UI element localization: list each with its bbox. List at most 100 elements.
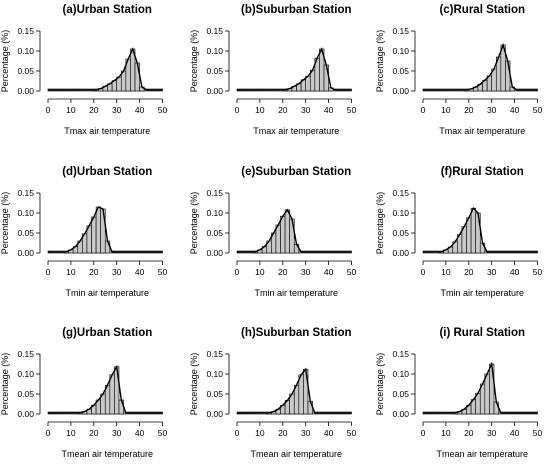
x-tick-label: 40	[510, 428, 520, 438]
y-tick-label: 0.15	[392, 188, 409, 198]
y-tick-label: 0.05	[392, 389, 409, 399]
x-tick-label: 0	[421, 105, 426, 115]
x-tick-label: 0	[235, 105, 240, 115]
y-tick-label: 0.05	[206, 228, 223, 238]
y-tick-label: 0.15	[17, 188, 34, 198]
x-tick-label: 30	[487, 267, 497, 277]
y-tick-label: 0.10	[206, 369, 223, 379]
x-axis-label: Tmax air temperature	[64, 126, 150, 136]
x-tick-label: 30	[487, 428, 497, 438]
histogram-bar	[466, 217, 472, 254]
y-tick-label: 0.05	[206, 389, 223, 399]
chart-panel-6: (f)Rural Station 0.00 0.05 0.10 0.15 Percenta…	[375, 166, 542, 298]
chart-title: (d)Urban Station	[62, 166, 152, 178]
x-tick-label: 0	[46, 267, 51, 277]
histogram-bar	[323, 64, 329, 92]
x-tick-label: 20	[278, 428, 288, 438]
y-axis-label: Percentage (%)	[0, 30, 10, 93]
x-axis-label: Tmean air temperature	[250, 449, 342, 459]
x-axis-label: Tmin air temperature	[254, 288, 338, 298]
density-curve	[236, 208, 352, 253]
y-tick-label: 0.00	[392, 86, 409, 96]
x-tick-label: 40	[510, 267, 520, 277]
y-tick-label: 0.10	[206, 208, 223, 218]
histogram-bar	[109, 374, 115, 415]
x-tick-label: 10	[66, 105, 76, 115]
chart-title: (f)Rural Station	[441, 166, 524, 178]
histogram-bar	[470, 207, 476, 254]
y-axis-label: Percentage (%)	[189, 353, 199, 416]
x-tick-label: 10	[255, 105, 265, 115]
chart-title: (b)Suburban Station	[241, 4, 352, 16]
y-tick-label: 0.10	[392, 46, 409, 56]
y-tick-label: 0.10	[392, 208, 409, 218]
y-axis-label: Percentage (%)	[0, 192, 10, 255]
histogram-bar	[275, 224, 281, 254]
y-tick-label: 0.00	[392, 248, 409, 258]
x-tick-label: 30	[301, 428, 311, 438]
y-tick-label: 0.00	[206, 86, 223, 96]
x-tick-label: 20	[464, 428, 474, 438]
chart-panel-5: (e)Suburban Station 0.00 0.05 0.10 0.15 Perce…	[189, 166, 356, 298]
x-axis-label: Tmin air temperature	[440, 288, 524, 298]
chart-panel-8: (h)Suburban Station 0.00 0.05 0.10 0.15 Perce…	[189, 327, 356, 459]
y-axis-label: Percentage (%)	[0, 353, 10, 416]
x-tick-label: 30	[487, 105, 497, 115]
histogram-bar	[307, 400, 313, 415]
histogram-bar	[134, 62, 140, 92]
x-tick-label: 50	[533, 267, 543, 277]
density-curve	[422, 206, 538, 253]
density-curve	[422, 361, 538, 414]
x-tick-label: 40	[324, 105, 334, 115]
y-tick-label: 0.00	[206, 248, 223, 258]
y-tick-label: 0.15	[206, 188, 223, 198]
chart-title: (i) Rural Station	[439, 327, 525, 339]
x-tick-label: 0	[235, 428, 240, 438]
chart-title: (a)Urban Station	[63, 4, 152, 16]
chart-title: (g)Urban Station	[62, 327, 152, 339]
x-tick-label: 10	[441, 267, 451, 277]
histogram-bar	[305, 75, 311, 92]
x-tick-label: 30	[112, 428, 122, 438]
x-tick-label: 10	[66, 428, 76, 438]
x-tick-label: 0	[421, 428, 426, 438]
y-tick-label: 0.10	[17, 46, 34, 56]
y-tick-label: 0.05	[206, 66, 223, 76]
density-curve	[422, 42, 538, 91]
x-axis-label: Tmean air temperature	[61, 449, 153, 459]
y-axis-label: Percentage (%)	[375, 30, 385, 93]
histogram-bar	[284, 209, 290, 254]
density-curve	[236, 367, 352, 414]
x-tick-label: 50	[158, 267, 168, 277]
x-tick-label: 20	[278, 105, 288, 115]
y-tick-label: 0.05	[392, 228, 409, 238]
chart-title: (h)Suburban Station	[241, 327, 352, 339]
chart-panel-4: (d)Urban Station 0.00 0.05 0.10 0.15 Percenta…	[0, 166, 167, 298]
y-axis-label: Percentage (%)	[189, 30, 199, 93]
chart-panel-3: (c)Rural Station 0.00 0.05 0.10 0.15 Percenta…	[375, 4, 542, 136]
chart-panel-2: (b)Suburban Station 0.00 0.05 0.10 0.15 Perce…	[189, 4, 356, 136]
y-tick-label: 0.15	[206, 349, 223, 359]
histogram-bar	[298, 374, 304, 415]
x-tick-label: 20	[464, 267, 474, 277]
y-tick-label: 0.00	[392, 409, 409, 419]
y-tick-label: 0.05	[392, 66, 409, 76]
y-tick-label: 0.10	[17, 369, 34, 379]
x-tick-label: 20	[89, 267, 99, 277]
y-axis-label: Percentage (%)	[375, 192, 385, 255]
y-tick-label: 0.05	[17, 228, 34, 238]
x-tick-label: 50	[347, 267, 357, 277]
y-tick-label: 0.15	[392, 349, 409, 359]
chart-title: (e)Suburban Station	[241, 166, 351, 178]
x-tick-label: 40	[135, 428, 145, 438]
y-tick-label: 0.15	[17, 349, 34, 359]
y-axis-label: Percentage (%)	[375, 353, 385, 416]
y-axis-label: Percentage (%)	[189, 192, 199, 255]
x-tick-label: 10	[441, 105, 451, 115]
x-tick-label: 20	[89, 428, 99, 438]
density-curve	[47, 47, 163, 91]
x-tick-label: 40	[324, 428, 334, 438]
x-tick-label: 50	[533, 428, 543, 438]
y-tick-label: 0.10	[392, 369, 409, 379]
